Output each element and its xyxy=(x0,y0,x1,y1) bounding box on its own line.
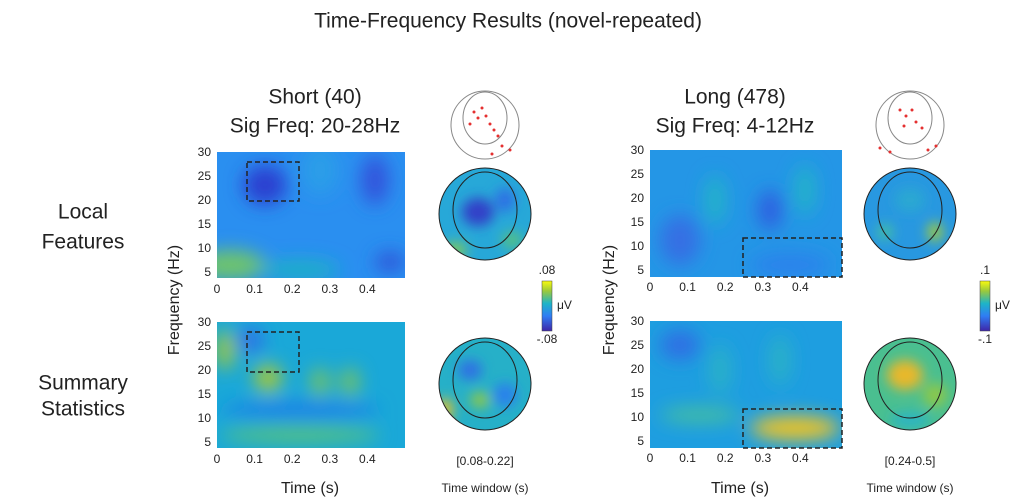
column-subtitle: Sig Freq: 4-12Hz xyxy=(656,115,815,138)
heatmap xyxy=(217,322,405,448)
y-tick-label: 30 xyxy=(631,143,645,157)
x-tick-label: 0 xyxy=(647,451,654,465)
colorbar-min: -.08 xyxy=(537,332,558,346)
x-tick-label: 0 xyxy=(214,282,221,296)
x-tick-label: 0.1 xyxy=(679,280,696,294)
x-tick-label: 0.3 xyxy=(321,452,338,466)
y-axis-label: Frequency (Hz) xyxy=(601,245,618,355)
x-tick-label: 0.1 xyxy=(679,451,696,465)
x-tick-label: 0.1 xyxy=(246,282,263,296)
row-label: Statistics xyxy=(41,398,125,421)
row-label: Summary xyxy=(38,372,128,395)
x-tick-label: 0 xyxy=(647,280,654,294)
window-label: Time window (s) xyxy=(867,481,954,495)
colorbar xyxy=(979,280,991,332)
colorbar-unit: μV xyxy=(995,298,1010,312)
y-tick-label: 5 xyxy=(637,263,644,277)
x-axis-label: Time (s) xyxy=(281,480,339,497)
y-tick-label: 15 xyxy=(198,217,212,231)
y-tick-label: 5 xyxy=(204,435,211,449)
x-tick-label: 0.3 xyxy=(754,280,771,294)
column-title: Long (478) xyxy=(684,86,786,109)
y-tick-label: 25 xyxy=(198,339,212,353)
y-tick-label: 10 xyxy=(631,239,645,253)
y-tick-label: 20 xyxy=(198,363,212,377)
x-tick-label: 0.1 xyxy=(246,452,263,466)
y-tick-label: 30 xyxy=(631,314,645,328)
head-icon xyxy=(450,90,945,160)
y-tick-label: 25 xyxy=(631,338,645,352)
y-tick-label: 20 xyxy=(631,362,645,376)
row-label: Features xyxy=(42,231,125,254)
y-tick-label: 20 xyxy=(198,193,212,207)
x-tick-label: 0.2 xyxy=(717,280,734,294)
colorbar-min: -.1 xyxy=(978,332,992,346)
column-title: Short (40) xyxy=(268,86,361,109)
y-tick-label: 10 xyxy=(198,411,212,425)
y-tick-label: 15 xyxy=(631,215,645,229)
heatmap xyxy=(650,321,842,448)
topomap xyxy=(864,338,956,430)
x-tick-label: 0.4 xyxy=(792,280,809,294)
x-tick-label: 0.3 xyxy=(754,451,771,465)
x-axis-label: Time (s) xyxy=(711,480,769,497)
electrodes xyxy=(468,106,938,156)
y-tick-label: 25 xyxy=(198,169,212,183)
window-box xyxy=(246,161,843,449)
y-tick-label: 30 xyxy=(198,315,212,329)
x-tick-label: 0.2 xyxy=(717,451,734,465)
heatmap xyxy=(650,150,842,277)
time-window: [0.08-0.22] xyxy=(456,454,513,468)
time-window: [0.24-0.5] xyxy=(885,454,936,468)
heatmap xyxy=(217,152,405,278)
x-tick-label: 0.2 xyxy=(284,282,301,296)
x-tick-label: 0.3 xyxy=(321,282,338,296)
head-outline xyxy=(438,167,957,431)
y-tick-label: 20 xyxy=(631,191,645,205)
x-tick-label: 0.4 xyxy=(359,452,376,466)
topomap xyxy=(864,168,956,260)
y-tick-label: 5 xyxy=(204,265,211,279)
colorbar-unit: μV xyxy=(557,298,572,312)
y-tick-label: 30 xyxy=(198,145,212,159)
colorbar-max: .08 xyxy=(539,263,556,277)
y-axis-label: Frequency (Hz) xyxy=(166,245,183,355)
x-tick-label: 0.4 xyxy=(359,282,376,296)
row-label: Local xyxy=(58,201,108,224)
y-tick-label: 15 xyxy=(198,387,212,401)
y-tick-label: 5 xyxy=(637,434,644,448)
y-tick-label: 25 xyxy=(631,167,645,181)
window-label: Time window (s) xyxy=(442,481,529,495)
x-tick-label: 0 xyxy=(214,452,221,466)
x-tick-label: 0.4 xyxy=(792,451,809,465)
y-tick-label: 15 xyxy=(631,386,645,400)
figure-title: Time-Frequency Results (novel-repeated) xyxy=(314,10,702,33)
y-tick-label: 10 xyxy=(631,410,645,424)
topomap xyxy=(439,168,531,260)
column-subtitle: Sig Freq: 20-28Hz xyxy=(230,115,400,138)
colorbar-max: .1 xyxy=(980,263,990,277)
topomap xyxy=(439,338,531,430)
x-tick-label: 0.2 xyxy=(284,452,301,466)
colorbar xyxy=(541,280,553,332)
y-tick-label: 10 xyxy=(198,241,212,255)
